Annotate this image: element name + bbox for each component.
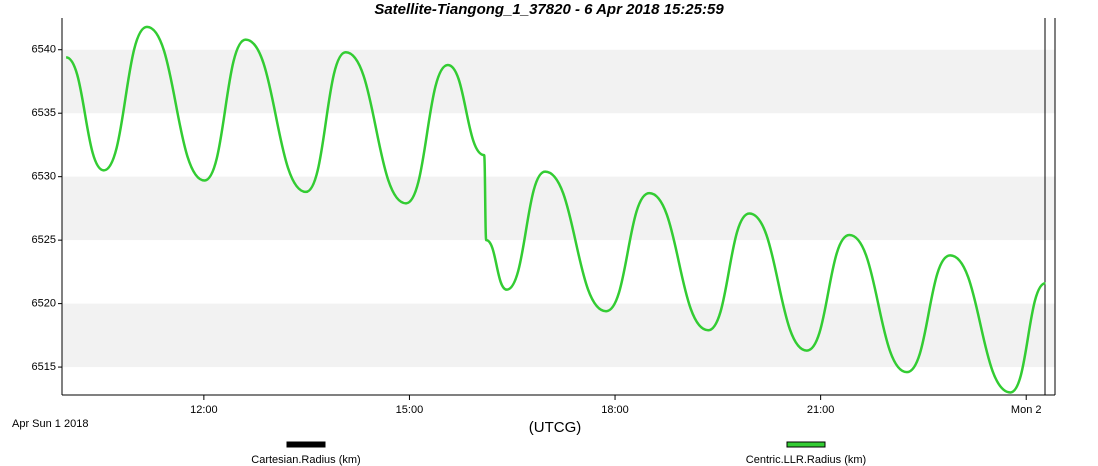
y-tick-label: 6540 [32,44,56,56]
y-tick-label: 6535 [32,107,56,119]
data-line [65,25,1046,394]
grid-band [62,303,1055,368]
x-tick-label: 21:00 [807,404,835,416]
legend-swatch [786,441,826,448]
legend-swatch [286,441,326,448]
grid-band [62,176,1055,241]
legend-label: Cartesian.Radius (km) [251,454,360,466]
x-tick-label: 18:00 [601,404,629,416]
x-tick-label: 15:00 [396,404,424,416]
x-tick-label: Mon 2 [1011,404,1042,416]
start-date-label: Apr Sun 1 2018 [12,418,88,430]
y-tick-label: 6530 [32,171,56,183]
x-axis-label: (UTCG) [529,419,582,436]
x-tick-label: 12:00 [190,404,218,416]
y-tick-label: 6520 [32,298,56,310]
grid-band [62,49,1055,114]
chart-title: Satellite-Tiangong_1_37820 - 6 Apr 2018 … [374,1,724,18]
y-tick-label: 6525 [32,234,56,246]
y-tick-label: 6515 [32,361,56,373]
legend-label: Centric.LLR.Radius (km) [746,454,866,466]
